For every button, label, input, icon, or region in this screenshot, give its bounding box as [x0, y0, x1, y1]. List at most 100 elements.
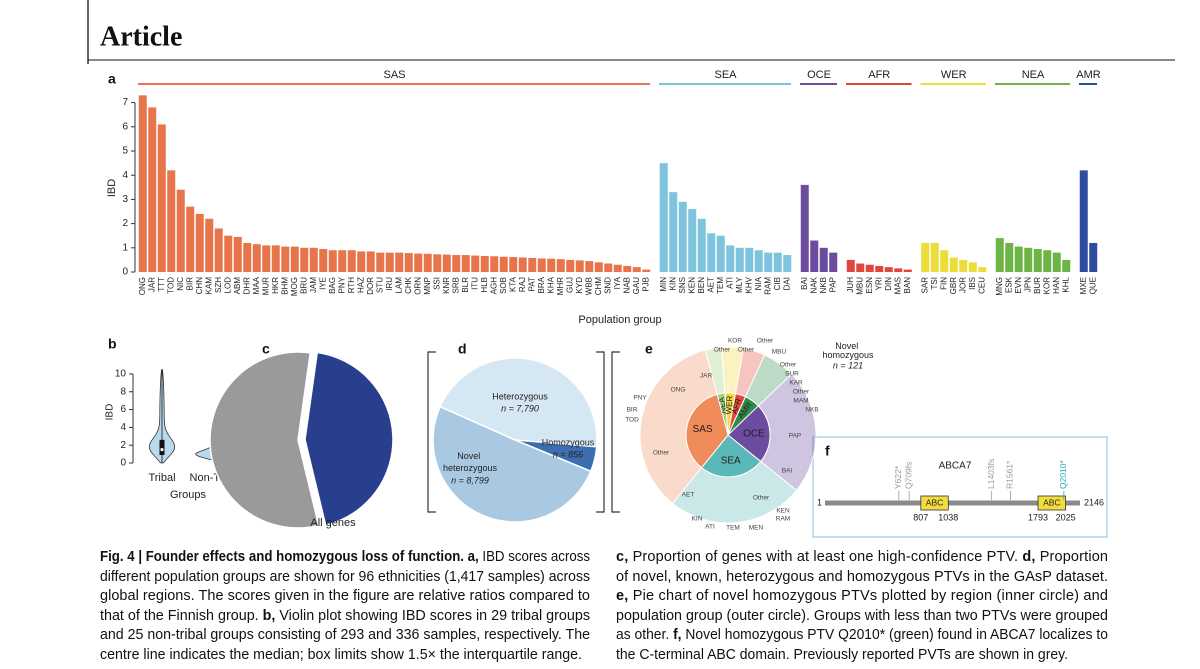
outer-label: PNY: [633, 395, 647, 402]
bar: [754, 250, 763, 272]
bar: [697, 218, 706, 272]
caption-line: the C-terminal ABC domain. Previously re…: [616, 647, 1068, 663]
region-label: OCE: [743, 429, 765, 440]
x-tick-label: KHA: [546, 276, 555, 293]
y-tick-label: 8: [120, 386, 126, 397]
y-axis-title: IBD: [105, 404, 116, 421]
bar: [442, 254, 451, 272]
outer-label: KEN: [776, 508, 790, 515]
bar: [978, 267, 987, 272]
x-tick-label: MLY: [735, 276, 744, 293]
x-tick-label: HAZ: [356, 277, 365, 293]
y-tick-label: 1: [122, 242, 128, 253]
caption-text: Proportion: [1036, 549, 1108, 565]
caption-line: of novel, known, heterozygous and homozy…: [616, 569, 1108, 585]
bar: [138, 95, 147, 272]
panel-label: e: [645, 341, 653, 357]
y-tick-label: 0: [120, 458, 126, 469]
bracket: [596, 351, 605, 513]
x-tick-label: BAN: [903, 277, 912, 294]
region-label: SEA: [721, 455, 741, 466]
x-tick-label: FIN: [939, 277, 948, 290]
bar: [404, 253, 413, 272]
x-tick-label: ONG: [138, 277, 147, 295]
outer-label: Other: [653, 450, 670, 457]
bar: [528, 257, 537, 272]
bar: [566, 259, 575, 272]
slice-label: Novel heterozygous: [443, 451, 498, 473]
region-label: SEA: [714, 69, 737, 81]
outer-label: Other: [780, 362, 797, 369]
outer-label: Other: [738, 347, 755, 354]
domain-label: ABC: [1043, 497, 1060, 507]
x-tick-label: GAU: [632, 277, 641, 295]
bar: [309, 247, 318, 272]
bar: [773, 252, 782, 272]
gene-start: 1: [817, 497, 822, 507]
variant-label: Q709fs: [903, 462, 913, 489]
bar: [921, 242, 930, 272]
variant-label: Y622*: [893, 465, 903, 489]
x-tick-label: QUE: [1088, 277, 1097, 294]
caption-text: centre line indicates the median; box li…: [100, 647, 582, 663]
slice-value-label: n = 856: [553, 449, 583, 459]
region-label: NEA: [1022, 69, 1045, 81]
panel-label: d: [458, 341, 467, 357]
bar: [186, 206, 195, 272]
y-tick-label: 10: [115, 369, 127, 380]
x-tick-label: MAS: [893, 277, 902, 294]
bar: [659, 163, 668, 272]
pie-slice: [209, 351, 320, 529]
x-tick-label: KIN: [668, 277, 677, 291]
slice-label-line: heterozygous: [443, 463, 498, 473]
bar: [224, 235, 233, 272]
outer-label: BAI: [782, 468, 793, 475]
bar: [604, 263, 613, 272]
bar: [585, 261, 594, 272]
bar: [176, 189, 185, 272]
panel-label: b: [108, 336, 117, 352]
x-tick-label: TSI: [930, 277, 939, 289]
x-tick-label: BIR: [185, 277, 194, 291]
bar: [623, 265, 632, 272]
x-tick-label: KNR: [442, 277, 451, 294]
outer-label: TEM: [726, 525, 740, 532]
caption-text: IBD scores across: [479, 549, 590, 565]
x-tick-label: ATI: [725, 277, 734, 289]
x-tick-label: JPN: [1023, 277, 1032, 292]
x-tick-label: TEM: [716, 277, 725, 294]
x-tick-label: ESN: [865, 277, 874, 294]
region-label: AMR: [1076, 69, 1101, 81]
x-tick-label: RTH: [347, 277, 356, 294]
bar: [829, 252, 838, 272]
caption-text: Pie chart of novel homozygous PTVs plott…: [628, 588, 1108, 604]
x-tick-label: DHR: [242, 277, 251, 295]
region-label: OCE: [807, 69, 831, 81]
x-tick-label: AGH: [489, 277, 498, 295]
x-tick-label: BRA: [537, 276, 546, 293]
x-tick-label: PJB: [641, 277, 650, 292]
outer-label: ONG: [671, 387, 686, 394]
bar: [290, 246, 299, 272]
bar: [366, 251, 375, 272]
pie-label: All genes: [310, 517, 356, 529]
y-tick-label: 2: [120, 440, 126, 451]
x-tick-label: CEU: [977, 277, 986, 294]
x-tick-label: IBS: [968, 277, 977, 290]
bar: [471, 255, 480, 272]
slice-label: Heterozygous: [492, 391, 548, 401]
x-tick-label: KEN: [687, 277, 696, 294]
region-label: NEA: [717, 396, 729, 414]
bar: [1033, 249, 1042, 272]
sunburst-subtitle: n = 121: [833, 360, 863, 370]
bar: [783, 255, 792, 272]
x-tick-label: DIN: [884, 277, 893, 291]
bar: [810, 240, 819, 272]
inner-slice: [700, 434, 762, 478]
sunburst-title-line: Novel: [835, 341, 861, 351]
y-tick-label: 0: [122, 267, 128, 278]
x-tick-label: SAR: [920, 277, 929, 294]
caption-text: Fig. 4 | Founder effects and homozygous …: [100, 549, 479, 565]
caption-text: c,: [616, 549, 628, 565]
gene-name: ABCA7: [939, 461, 972, 472]
